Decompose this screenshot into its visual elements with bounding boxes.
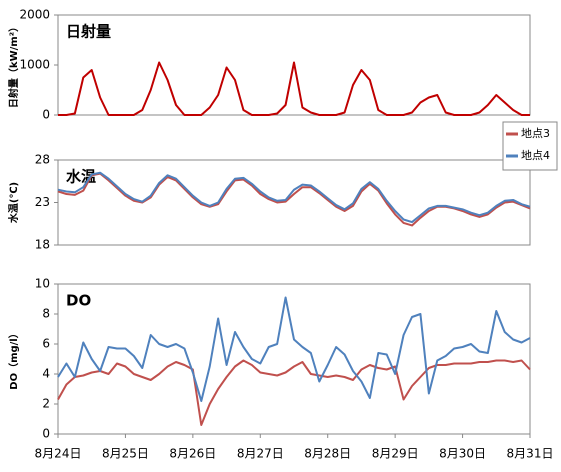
legend-label: 地点3 [521, 127, 550, 140]
y-tick-label: 2 [42, 397, 50, 411]
y-tick-label: 4 [42, 367, 50, 381]
x-tick-label: 8月29日 [372, 447, 419, 461]
y-tick-label: 1000 [19, 58, 50, 72]
series-line [57, 296, 531, 402]
y-tick-label: 0 [42, 108, 50, 122]
y-tick-label: 6 [42, 337, 50, 351]
panel-title: DO [66, 292, 91, 310]
legend-box [502, 121, 558, 171]
panel-title: 日射量 [66, 23, 111, 41]
y-axis-label: 日射量（kW/m²） [7, 22, 20, 108]
y-tick-label: 2000 [19, 8, 50, 22]
x-tick-label: 8月26日 [169, 447, 216, 461]
x-tick-label: 8月27日 [237, 447, 284, 461]
y-tick-label: 10 [35, 277, 50, 291]
plot-frame [57, 283, 531, 435]
y-axis-label: 水温(℃) [7, 182, 20, 224]
x-tick-label: 8月25日 [102, 447, 149, 461]
legend-label: 地点4 [521, 149, 550, 162]
y-tick-label: 28 [35, 153, 50, 167]
x-tick-label: 8月30日 [439, 447, 486, 461]
series-line [57, 171, 531, 224]
x-tick-label: 8月31日 [507, 447, 554, 461]
series-line [57, 359, 531, 426]
y-tick-label: 0 [42, 427, 50, 441]
x-tick-label: 8月24日 [35, 447, 82, 461]
series-line [58, 61, 530, 116]
y-axis-label: DO（mg/l） [7, 328, 20, 389]
y-tick-label: 8 [42, 307, 50, 321]
y-tick-label: 18 [35, 238, 50, 252]
x-tick-label: 8月28日 [304, 447, 351, 461]
series-line [57, 172, 531, 227]
plot-frame [57, 159, 531, 246]
y-tick-label: 23 [35, 195, 50, 209]
